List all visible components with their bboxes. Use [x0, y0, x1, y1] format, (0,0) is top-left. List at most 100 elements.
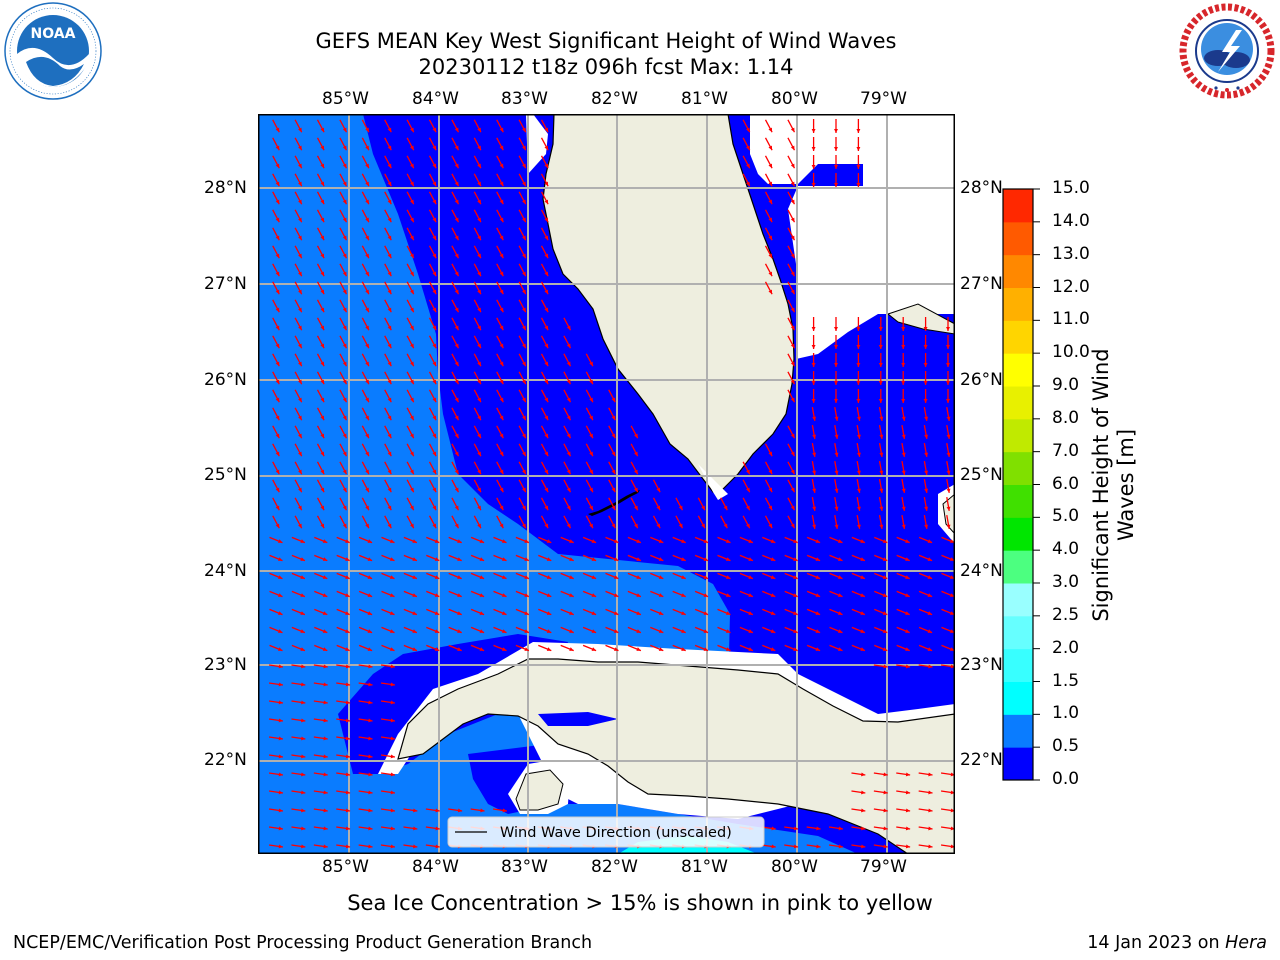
wave-direction-arrowhead [946, 506, 951, 511]
wave-direction-arrowhead [522, 181, 526, 187]
wave-direction-arrowhead [811, 128, 816, 133]
wave-direction-arrowhead [878, 362, 883, 367]
wave-direction-arrowhead [815, 611, 821, 615]
wave-direction-arrowhead [298, 433, 302, 439]
wave-direction-arrowhead [477, 271, 481, 277]
lon-labels-top: 85°W 84°W 83°W 82°W 81°W 80°W 79°W [0, 89, 1280, 111]
wave-direction-arrowhead [454, 361, 459, 367]
wave-direction-arrowhead [365, 271, 369, 277]
wave-direction-arrowhead [701, 505, 705, 511]
wave-direction-arrowhead [924, 488, 929, 493]
wave-direction-arrowhead [477, 397, 481, 403]
wave-direction-arrowhead [342, 505, 347, 511]
lat-label: 24°N [960, 561, 1003, 581]
wave-direction-arrowhead [860, 557, 865, 561]
wave-direction-arrowhead [457, 539, 462, 543]
wave-direction-arrowhead [856, 146, 861, 151]
wave-direction-arrowhead [410, 289, 414, 295]
wave-direction-arrowhead [457, 647, 462, 651]
colorbar-block [1003, 320, 1033, 354]
wave-direction-arrowhead [365, 361, 369, 367]
wave-direction-arrowhead [589, 397, 593, 403]
wave-direction-arrowhead [950, 844, 955, 849]
wave-direction-arrowhead [770, 629, 776, 633]
wave-direction-arrowhead [856, 452, 861, 457]
wave-direction-arrowhead [901, 506, 906, 511]
wave-direction-arrowhead [367, 575, 373, 579]
wave-direction-arrowhead [412, 593, 417, 597]
wave-direction-arrowhead [522, 415, 526, 421]
wave-direction-arrowhead [365, 181, 369, 187]
wave-direction-arrowhead [320, 433, 325, 439]
wave-direction-arrowhead [275, 325, 280, 331]
wave-direction-arrowhead [566, 433, 571, 439]
wave-direction-arrowhead [342, 181, 347, 187]
plot-title-line1: GEFS MEAN Key West Significant Height of… [315, 29, 897, 53]
lon-label: 79°W [860, 89, 907, 109]
wave-direction-arrowhead [793, 826, 799, 831]
wave-direction-arrowhead [499, 487, 504, 493]
wave-direction-arrowhead [905, 557, 910, 561]
wave-direction-arrowhead [770, 539, 776, 543]
wave-direction-arrowhead [614, 575, 619, 579]
wave-direction-arrowhead [342, 343, 347, 349]
wave-direction-arrowhead [634, 487, 638, 493]
colorbar-block [1003, 615, 1033, 650]
wave-direction-arrowhead [856, 398, 861, 403]
wave-direction-arrowhead [746, 127, 750, 133]
wave-direction-arrowhead [278, 718, 283, 723]
wave-direction-arrowhead [770, 611, 776, 615]
wave-direction-arrowhead [927, 629, 933, 633]
colorbar-tick-label: 0.0 [1052, 769, 1080, 789]
wave-direction-arrowhead [522, 217, 526, 223]
nws-logo [1178, 2, 1276, 100]
wave-direction-arrowhead [322, 629, 328, 633]
wave-direction-arrowhead [658, 539, 664, 543]
wave-direction-arrowhead [790, 217, 795, 223]
wave-direction-arrowhead [345, 647, 350, 651]
wave-direction-arrowhead [477, 487, 481, 493]
wave-direction-arrowhead [502, 647, 507, 651]
wave-direction-arrowhead [901, 326, 906, 331]
lat-label: 27°N [960, 274, 1003, 294]
wave-direction-arrowhead [589, 487, 593, 493]
wave-direction-arrowhead [320, 397, 325, 403]
wave-direction-arrowhead [390, 808, 395, 813]
wave-direction-arrowhead [387, 163, 392, 169]
wave-direction-arrowhead [768, 199, 773, 205]
wave-direction-arrowhead [477, 433, 481, 439]
wave-direction-arrowhead [834, 326, 838, 331]
wave-direction-arrowhead [815, 629, 821, 633]
wave-direction-arrowhead [882, 557, 888, 561]
wave-direction-arrowhead [275, 127, 280, 133]
wave-direction-arrowhead [589, 451, 593, 457]
wave-direction-arrowhead [387, 505, 392, 511]
wave-direction-arrowhead [477, 523, 481, 529]
wave-direction-arrowhead [811, 326, 816, 331]
wave-direction-arrowhead [477, 361, 481, 367]
wave-direction-arrowhead [658, 629, 664, 633]
wave-direction-arrowhead [301, 664, 306, 669]
wave-direction-arrowhead [636, 647, 641, 651]
wave-direction-arrowhead [477, 127, 481, 133]
wave-direction-arrowhead [298, 307, 302, 313]
wave-direction-arrowhead [924, 506, 929, 511]
wave-direction-arrowhead [298, 271, 302, 277]
wave-direction-arrowhead [566, 469, 571, 475]
wave-direction-arrowhead [790, 307, 795, 313]
wave-direction-arrowhead [345, 808, 351, 813]
wave-direction-arrowhead [927, 557, 933, 561]
wave-direction-arrowhead [387, 343, 392, 349]
wave-direction-arrowhead [546, 593, 552, 597]
wave-direction-arrowhead [320, 379, 325, 385]
wave-direction-arrowhead [457, 611, 462, 615]
wave-direction-arrowhead [298, 253, 302, 259]
wave-direction-arrowhead [275, 253, 280, 259]
wave-direction-arrowhead [320, 289, 325, 295]
wave-direction-arrowhead [834, 344, 838, 349]
wave-direction-arrowhead [275, 505, 280, 511]
wave-direction-arrowhead [748, 647, 753, 651]
colorbar-tick-label: 11.0 [1052, 309, 1090, 330]
wave-direction-arrowhead [323, 700, 328, 705]
wave-direction-arrowhead [390, 826, 395, 831]
